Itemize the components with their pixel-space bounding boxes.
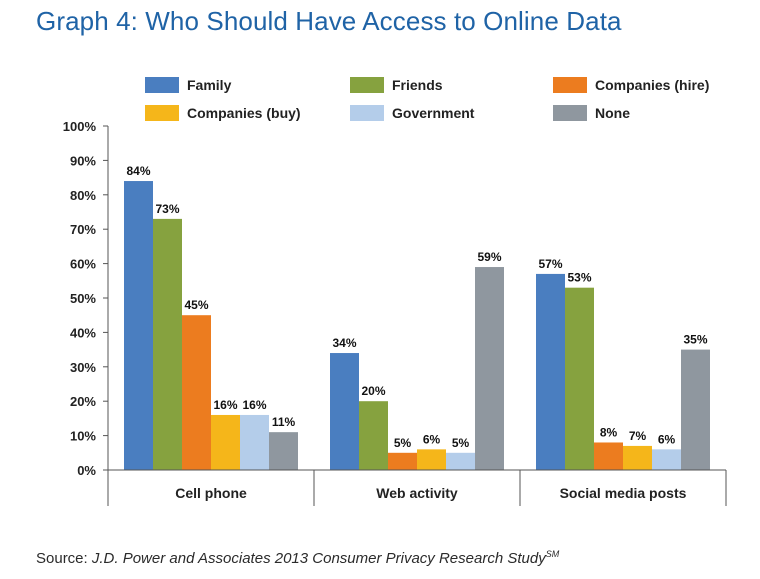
data-label: 16%: [213, 398, 237, 412]
data-label: 34%: [332, 336, 356, 350]
bar-social-media-posts-family: [536, 273, 565, 470]
legend-swatch-companies-buy: [145, 105, 179, 121]
bar-cell-phone-none: [269, 432, 298, 470]
bar-web-activity-family: [330, 353, 359, 470]
bar-social-media-posts-government: [652, 449, 681, 470]
data-label: 84%: [126, 164, 150, 178]
bar-web-activity-none: [475, 267, 504, 470]
x-axis: Cell phone Web activity Social media posts: [108, 469, 727, 506]
legend-swatch-none: [553, 105, 587, 121]
bar-cell-phone-companies-buy: [211, 414, 240, 470]
bar-web-activity-government: [446, 452, 475, 470]
bar-cell-phone-companies-hire: [182, 315, 211, 470]
data-label: 7%: [629, 429, 647, 443]
service-mark: SM: [545, 549, 560, 559]
bar-web-activity-friends: [359, 401, 388, 470]
y-tick-label: 90%: [70, 153, 96, 168]
x-category-label-web-activity: Web activity: [376, 485, 458, 501]
data-label: 8%: [600, 425, 618, 439]
y-tick-label: 100%: [63, 119, 97, 134]
data-label: 57%: [538, 257, 562, 271]
data-label: 45%: [184, 298, 208, 312]
bar-social-media-posts-companies-buy: [623, 445, 652, 470]
source-text: J.D. Power and Associates 2013 Consumer …: [91, 550, 546, 567]
legend-label-government: Government: [392, 105, 475, 121]
data-label: 73%: [155, 202, 179, 216]
legend: Family Friends Companies (hire) Companies (…: [145, 77, 709, 121]
data-label: 6%: [423, 432, 441, 446]
source-note: Source: J.D. Power and Associates 2013 C…: [36, 549, 559, 567]
y-tick-label: 60%: [70, 257, 96, 272]
legend-swatch-government: [350, 105, 384, 121]
data-label: 16%: [242, 398, 266, 412]
x-category-label-social-media-posts: Social media posts: [560, 485, 687, 501]
data-label: 20%: [361, 384, 385, 398]
y-tick-label: 10%: [70, 429, 96, 444]
bar-web-activity-companies-hire: [388, 452, 417, 470]
bar-cell-phone-friends: [153, 218, 182, 470]
legend-swatch-family: [145, 77, 179, 93]
y-tick-label: 80%: [70, 188, 96, 203]
data-label: 59%: [477, 250, 501, 264]
y-tick-label: 40%: [70, 325, 96, 340]
data-label: 35%: [683, 333, 707, 347]
bar-web-activity-companies-buy: [417, 449, 446, 470]
source-prefix: Source:: [36, 550, 92, 567]
y-tick-label: 30%: [70, 360, 96, 375]
x-category-label-cell-phone: Cell phone: [175, 485, 247, 501]
data-label: 11%: [272, 415, 296, 429]
data-label: 6%: [658, 432, 676, 446]
legend-swatch-friends: [350, 77, 384, 93]
legend-label-none: None: [595, 105, 630, 121]
legend-label-friends: Friends: [392, 77, 443, 93]
y-tick-label: 70%: [70, 222, 96, 237]
data-label: 5%: [452, 436, 470, 450]
bar-social-media-posts-none: [681, 349, 710, 470]
bar-social-media-posts-friends: [565, 287, 594, 470]
legend-label-family: Family: [187, 77, 232, 93]
legend-label-companies-hire: Companies (hire): [595, 77, 709, 93]
y-axis: 0% 10% 20% 30% 40% 50% 60% 70% 80% 90% 100%: [63, 119, 109, 506]
data-label: 5%: [394, 436, 412, 450]
y-tick-label: 50%: [70, 291, 96, 306]
data-label: 53%: [567, 271, 591, 285]
bar-social-media-posts-companies-hire: [594, 442, 623, 470]
bar-cell-phone-government: [240, 414, 269, 470]
y-tick-label: 20%: [70, 394, 96, 409]
legend-label-companies-buy: Companies (buy): [187, 105, 301, 121]
chart-title: Graph 4: Who Should Have Access to Onlin…: [36, 6, 622, 36]
bar-cell-phone-family: [124, 181, 153, 471]
y-tick-label: 0%: [77, 463, 96, 478]
legend-swatch-companies-hire: [553, 77, 587, 93]
bars: 84% 73% 45% 16% 16% 11% 34% 20% 5% 6% 5% 59% 57% 53% 8…: [124, 164, 710, 471]
